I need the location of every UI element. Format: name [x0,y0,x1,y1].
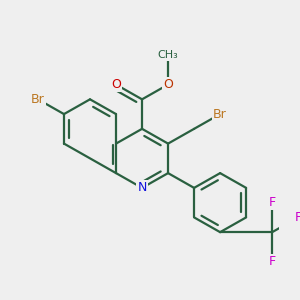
Text: N: N [137,182,147,194]
Text: F: F [268,255,276,268]
Text: Br: Br [31,93,45,106]
Text: F: F [268,196,276,209]
Text: CH₃: CH₃ [158,50,178,60]
Text: O: O [111,78,121,91]
Text: F: F [295,211,300,224]
Text: Br: Br [213,108,227,121]
Text: O: O [163,78,173,91]
